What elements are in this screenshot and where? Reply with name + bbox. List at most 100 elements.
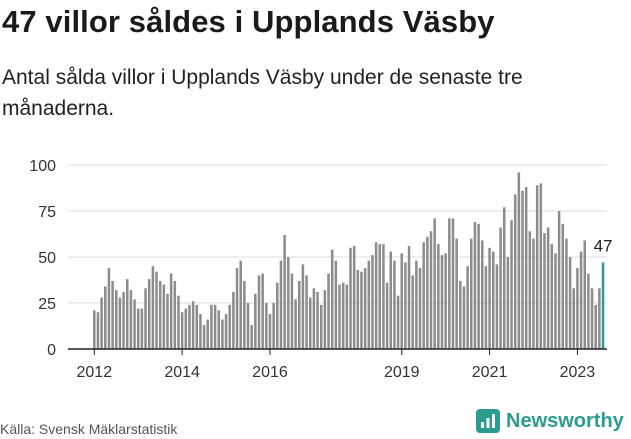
bar xyxy=(543,233,546,349)
bar xyxy=(155,271,158,349)
y-tick-label: 25 xyxy=(38,296,56,313)
bar xyxy=(418,268,422,349)
bar xyxy=(363,268,367,349)
bar xyxy=(524,187,528,349)
bar xyxy=(539,183,543,349)
bar xyxy=(287,257,290,349)
y-tick-label: 75 xyxy=(38,204,56,221)
bar xyxy=(239,260,242,349)
bar xyxy=(568,257,572,349)
bar xyxy=(393,260,396,349)
bar xyxy=(440,255,444,349)
bar xyxy=(444,253,447,349)
bar xyxy=(115,290,118,349)
bar xyxy=(510,220,513,349)
bar-highlighted xyxy=(601,262,605,349)
bar xyxy=(371,255,374,349)
bar xyxy=(407,245,411,349)
bar xyxy=(166,293,169,349)
bar xyxy=(308,297,312,349)
bar xyxy=(243,280,246,349)
bar xyxy=(495,264,499,349)
bar xyxy=(221,319,224,349)
bar xyxy=(144,288,147,349)
bar xyxy=(404,262,407,349)
bar xyxy=(374,242,378,349)
bar xyxy=(133,299,136,349)
bar xyxy=(532,238,535,349)
bar xyxy=(459,280,462,349)
bar xyxy=(129,290,133,349)
bar xyxy=(484,266,488,349)
y-tick-label: 0 xyxy=(47,342,56,359)
bar xyxy=(535,185,539,349)
bar xyxy=(338,284,341,349)
bar xyxy=(477,223,480,349)
bar xyxy=(572,288,576,349)
bar xyxy=(594,304,597,349)
bar xyxy=(546,227,550,349)
bar xyxy=(279,260,283,349)
bar xyxy=(93,310,96,349)
bar xyxy=(352,245,356,349)
bar xyxy=(491,251,495,349)
bar xyxy=(173,280,177,349)
bar xyxy=(426,236,429,349)
bar xyxy=(378,244,382,349)
bar xyxy=(323,290,327,349)
bar xyxy=(290,273,294,349)
bar xyxy=(473,222,477,349)
bar xyxy=(312,288,316,349)
bar xyxy=(246,303,250,349)
bar xyxy=(341,282,345,349)
brand-logo[interactable]: Newsworthy xyxy=(476,409,624,433)
brand-name: Newsworthy xyxy=(506,409,624,432)
bar xyxy=(367,260,371,349)
bar xyxy=(118,297,122,349)
x-tick-label: 2016 xyxy=(252,364,288,381)
bar xyxy=(265,303,268,349)
bar xyxy=(107,268,111,349)
bar xyxy=(334,260,338,349)
x-tick-label: 2023 xyxy=(560,364,596,381)
source-note: Källa: Svensk Mäklarstatistik xyxy=(0,421,178,437)
bar xyxy=(217,310,220,349)
bar xyxy=(433,218,436,349)
bar xyxy=(206,319,210,349)
bar xyxy=(565,238,568,349)
bar xyxy=(202,325,206,349)
bar xyxy=(499,227,502,349)
bar xyxy=(462,286,466,349)
bar xyxy=(557,211,561,349)
bar xyxy=(429,231,433,349)
bar xyxy=(587,273,590,349)
bar xyxy=(502,207,506,349)
bar xyxy=(561,223,565,349)
bar xyxy=(136,308,140,349)
bar xyxy=(550,244,554,349)
bar xyxy=(184,308,188,349)
bar xyxy=(158,280,162,349)
bar xyxy=(111,280,114,349)
bar xyxy=(96,312,100,349)
x-tick-label: 2014 xyxy=(164,364,200,381)
bar xyxy=(488,247,491,349)
bar xyxy=(147,279,151,349)
bar xyxy=(294,299,297,349)
bar xyxy=(228,304,231,349)
bar xyxy=(590,288,594,349)
bar xyxy=(235,268,239,349)
bar xyxy=(360,271,363,349)
bar xyxy=(122,291,125,349)
x-tick-label: 2021 xyxy=(472,364,508,381)
chart-subtitle: Antal sålda villor i Upplands Väsby unde… xyxy=(2,66,523,120)
newsworthy-logo-icon xyxy=(476,409,500,433)
bar xyxy=(576,268,579,349)
bar xyxy=(422,242,425,349)
bar xyxy=(396,295,400,349)
bar xyxy=(232,291,235,349)
bar xyxy=(199,314,202,349)
y-tick-label: 100 xyxy=(29,158,56,175)
bar xyxy=(528,231,532,349)
